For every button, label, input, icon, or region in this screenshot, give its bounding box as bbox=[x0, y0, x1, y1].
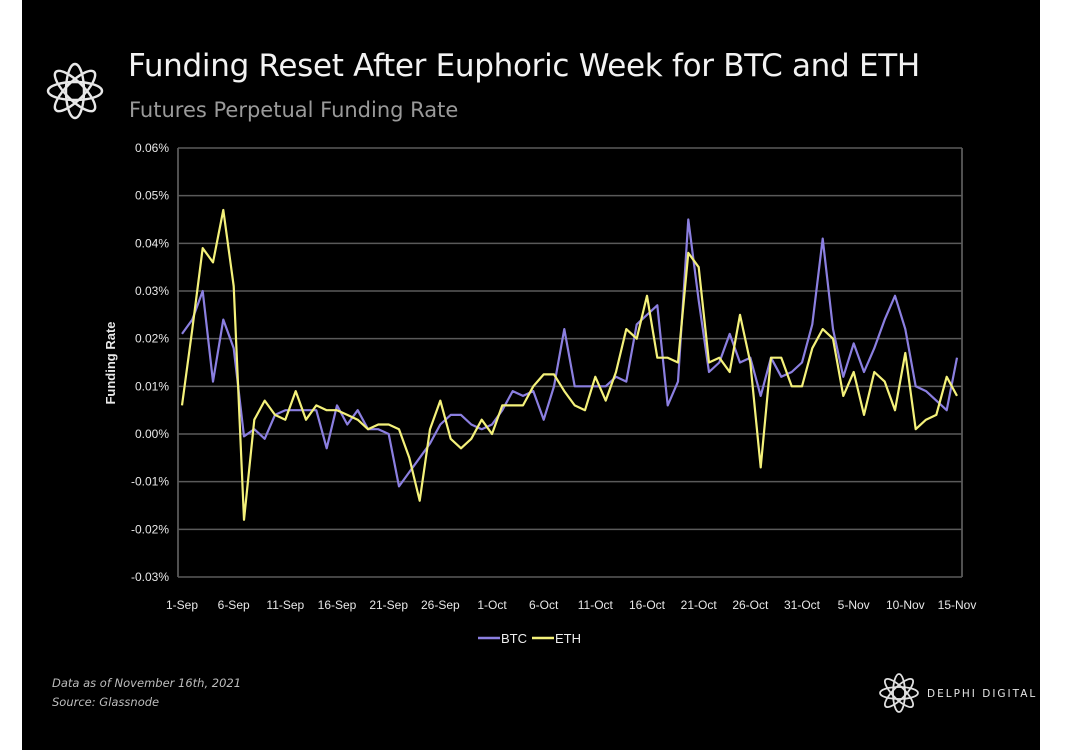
chart-title: Funding Reset After Euphoric Week for BT… bbox=[128, 48, 920, 84]
x-tick-label: 5-Nov bbox=[838, 598, 870, 612]
y-axis-label: Funding Rate bbox=[103, 321, 118, 404]
chart-subtitle: Futures Perpetual Funding Rate bbox=[129, 98, 459, 122]
x-tick-label: 1-Sep bbox=[166, 598, 198, 612]
x-tick-label: 11-Sep bbox=[266, 598, 304, 612]
data-date-note: Data as of November 16th, 2021 bbox=[52, 676, 242, 690]
y-tick-label: 0.04% bbox=[135, 236, 169, 250]
y-tick-label: -0.02% bbox=[131, 522, 169, 536]
x-tick-label: 1-Oct bbox=[477, 598, 507, 612]
source-note: Source: Glassnode bbox=[52, 695, 160, 709]
x-tick-label: 16-Oct bbox=[629, 598, 666, 612]
x-tick-label: 21-Oct bbox=[681, 598, 718, 612]
x-tick-label: 26-Oct bbox=[732, 598, 769, 612]
legend-btc-label: BTC bbox=[501, 631, 527, 646]
y-tick-label: 0.06% bbox=[135, 141, 169, 155]
funding-rate-chart: -0.03% -0.02% -0.01% 0.00% 0.01% 0.02% 0.03% 0.… bbox=[103, 141, 977, 646]
y-tick-label: 0.01% bbox=[135, 379, 169, 393]
eth-series-line bbox=[180, 208, 958, 521]
delphi-brand-logo-icon bbox=[879, 673, 919, 713]
y-tick-label: 0.02% bbox=[135, 332, 169, 346]
y-tick-label: -0.01% bbox=[131, 475, 169, 489]
x-tick-label: 6-Sep bbox=[218, 598, 250, 612]
chart-panel bbox=[22, 0, 1040, 750]
brand-name: DELPHI DIGITAL bbox=[927, 688, 1038, 700]
x-tick-label: 31-Oct bbox=[784, 598, 821, 612]
legend-eth-label: ETH bbox=[555, 631, 581, 646]
x-tick-label: 6-Oct bbox=[529, 598, 559, 612]
btc-series-line bbox=[181, 218, 959, 488]
x-tick-label: 11-Oct bbox=[578, 598, 614, 612]
x-tick-label: 16-Sep bbox=[318, 598, 357, 612]
x-tick-label: 21-Sep bbox=[369, 598, 408, 612]
y-tick-label: 0.05% bbox=[135, 189, 169, 203]
x-tick-label: 15-Nov bbox=[938, 598, 977, 612]
y-tick-label: -0.03% bbox=[131, 570, 169, 584]
x-tick-label: 26-Sep bbox=[421, 598, 460, 612]
legend: BTC ETH bbox=[478, 631, 581, 646]
y-tick-label: 0.00% bbox=[135, 427, 169, 441]
y-tick-label: 0.03% bbox=[135, 284, 169, 298]
x-tick-label: 10-Nov bbox=[886, 598, 925, 612]
delphi-logo-icon bbox=[46, 62, 104, 120]
